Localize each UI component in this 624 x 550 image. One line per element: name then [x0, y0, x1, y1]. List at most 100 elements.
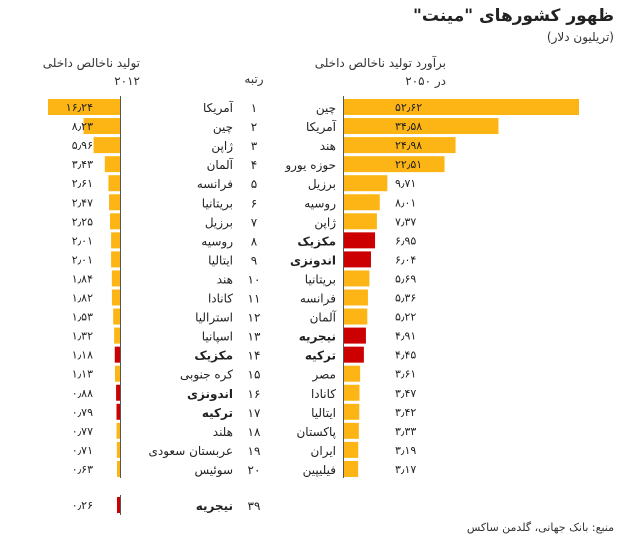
value-label-2012: ۲٫۰۱: [72, 253, 93, 266]
value-label-2012: ۳٫۴۳: [72, 158, 93, 171]
value-label-2012: ۱٫۱۳: [72, 368, 93, 381]
rank-label: ۱۲: [248, 311, 261, 325]
chart-title: ظهور کشورهای "مینت": [412, 6, 614, 26]
country-label-2012: چین: [213, 120, 233, 135]
value-label-2012: ۰٫۲۶: [72, 499, 93, 512]
bar-2012: [114, 365, 120, 382]
country-label-2050: حوزه یورو: [284, 158, 336, 173]
country-label-2012: آمریکا: [203, 100, 234, 116]
country-label-2050: مکزیک: [297, 234, 336, 248]
header-gdp-2050: برآورد تولید ناخالص داخلی در ۲۰۵۰: [314, 56, 446, 88]
country-label-2012: کانادا: [208, 292, 233, 306]
value-label-2050: ۴٫۴۵: [395, 349, 416, 362]
bar-2050: [344, 327, 366, 344]
value-label-2050: ۲۴٫۹۸: [395, 139, 422, 152]
bar-2012: [111, 251, 120, 268]
country-label-2050: چین: [316, 101, 336, 116]
bar-2012: [111, 232, 120, 249]
bar-2012: [110, 213, 120, 230]
bar-2050: [344, 232, 376, 249]
country-label-2050: بریتانیا: [305, 272, 336, 287]
value-label-2050: ۹٫۷۱: [395, 177, 416, 190]
bar-2012: [111, 270, 120, 287]
country-label-2012: آلمان: [207, 157, 234, 172]
country-label-2012: بریتانیا: [202, 196, 233, 211]
bar-2050: [344, 460, 359, 477]
bar-2012: [116, 384, 120, 401]
country-label-2012: هند: [217, 272, 233, 286]
value-label-2050: ۳٫۱۹: [395, 444, 416, 457]
country-label-2012: نیجریه: [196, 499, 233, 513]
value-label-2012: ۱٫۸۲: [72, 292, 93, 305]
rank-label: ۵: [251, 177, 257, 191]
rank-label: ۱: [251, 101, 257, 115]
bar-2050: [344, 422, 359, 439]
value-label-2050: ۳٫۴۷: [395, 387, 416, 400]
bar-2050: [344, 384, 360, 401]
country-label-2050: فرانسه: [300, 292, 336, 307]
rank-label: ۲۰: [248, 463, 261, 477]
bar-2050: [344, 270, 370, 287]
country-label-2012: ترکیه: [202, 406, 233, 420]
bar-2012: [114, 346, 120, 363]
country-label-2050: آمریکا: [306, 119, 337, 135]
bar-2012: [108, 175, 120, 192]
rank-label: ۱۸: [248, 425, 261, 439]
value-label-2050: ۲۲٫۵۱: [395, 158, 422, 171]
country-label-2050: اندونزی: [290, 253, 336, 268]
value-label-2012: ۲٫۶۱: [72, 177, 93, 190]
value-label-2012: ۱٫۱۸: [72, 349, 93, 362]
bar-2050: [344, 346, 364, 363]
country-label-2050: ایران: [311, 444, 336, 459]
value-label-2012: ۰٫۸۸: [72, 387, 93, 400]
country-label-2050: هند: [320, 139, 336, 153]
country-label-2012: اسپانیا: [202, 330, 233, 344]
value-label-2050: ۶٫۹۵: [395, 234, 416, 247]
chart-subtitle: (تریلیون دلار): [546, 30, 614, 44]
rank-label: ۳: [251, 139, 258, 153]
value-label-2050: ۳٫۶۱: [395, 368, 416, 381]
country-label-2012: سوئیس: [194, 463, 233, 478]
country-label-2050: برزیل: [308, 177, 336, 192]
value-label-2050: ۵٫۳۶: [395, 292, 416, 305]
value-label-2050: ۶٫۰۴: [395, 253, 416, 266]
left-chart-axis: [120, 96, 121, 478]
country-label-2050: روسیه: [304, 196, 336, 211]
source-note: منبع: بانک جهانی، گلدمن ساکس: [466, 521, 614, 534]
value-label-2012: ۸٫۲۳: [72, 120, 93, 133]
country-label-2012: روسیه: [201, 234, 233, 249]
rank-label: ۶: [251, 196, 257, 210]
value-label-2050: ۳۴٫۵۸: [395, 120, 422, 133]
country-label-2012: هلند: [213, 425, 233, 439]
rank-label: ۱۳: [248, 330, 261, 344]
country-label-2012: کره جنوبی: [180, 368, 233, 383]
country-label-2050: کانادا: [311, 387, 336, 401]
rank-label: ۷: [251, 215, 258, 229]
bar-2012: [117, 460, 120, 477]
value-label-2012: ۱۶٫۲۴: [66, 101, 93, 114]
value-label-2050: ۵٫۶۹: [395, 272, 416, 285]
bar-2012: [116, 403, 120, 420]
bar-2012: [117, 497, 120, 513]
bar-2012: [93, 137, 120, 154]
header-gdp-2012: تولید ناخالص داخلی ۲۰۱۲: [42, 56, 140, 88]
value-label-2050: ۳٫۱۷: [395, 463, 416, 476]
country-label-2012: برزیل: [205, 215, 233, 230]
bar-2050: [344, 441, 359, 458]
bar-2050: [344, 99, 579, 115]
right-chart-axis: [343, 96, 344, 478]
country-label-2050: مصر: [312, 368, 336, 383]
rank-label: ۱۱: [248, 292, 261, 306]
value-label-2012: ۲٫۲۵: [72, 215, 93, 228]
country-label-2050: پاکستان: [296, 425, 336, 439]
rank-label: ۸: [251, 234, 258, 248]
bar-2050: [344, 137, 456, 154]
country-label-2012: عربستان سعودی: [148, 444, 233, 459]
country-label-2050: فیلیپین: [303, 463, 336, 478]
country-label-2012: فرانسه: [197, 177, 233, 192]
value-label-2012: ۰٫۷۹: [72, 406, 93, 419]
bar-2050: [344, 194, 380, 211]
country-label-2012: اندونزی: [187, 387, 233, 402]
value-label-2012: ۱٫۸۴: [72, 272, 93, 285]
